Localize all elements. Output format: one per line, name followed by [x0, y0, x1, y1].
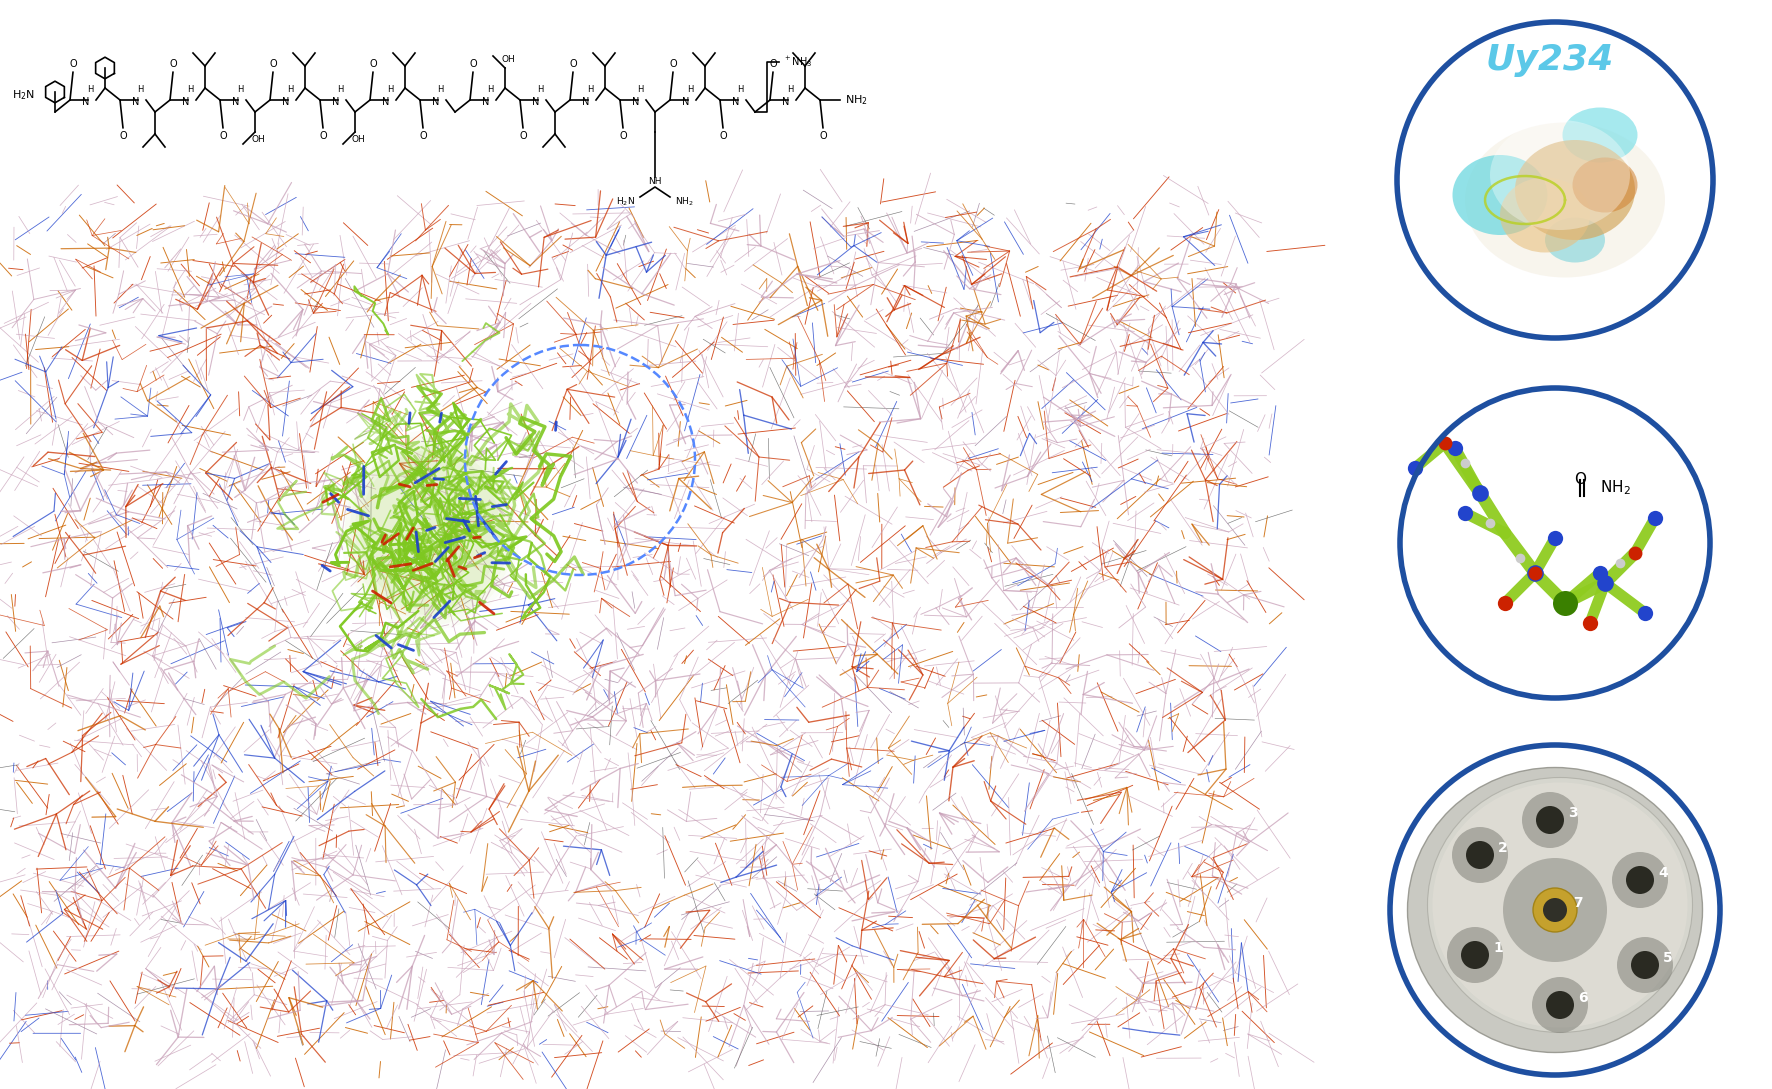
Ellipse shape: [1465, 122, 1666, 278]
Text: O: O: [369, 59, 377, 69]
Ellipse shape: [1432, 783, 1687, 1028]
Circle shape: [1389, 745, 1721, 1075]
Text: N: N: [781, 97, 790, 107]
Text: 2: 2: [1497, 841, 1508, 855]
Text: N: N: [133, 97, 140, 107]
Text: $\mathregular{H_2N}$: $\mathregular{H_2N}$: [12, 88, 35, 102]
Text: H: H: [237, 86, 243, 95]
Circle shape: [1503, 858, 1607, 962]
Text: 1: 1: [1494, 941, 1503, 955]
Text: O: O: [769, 59, 776, 69]
Text: $\mathregular{NH_2}$: $\mathregular{NH_2}$: [1600, 479, 1630, 498]
Ellipse shape: [1453, 155, 1547, 235]
Circle shape: [1465, 841, 1494, 869]
Circle shape: [1545, 991, 1574, 1019]
Text: H: H: [287, 86, 292, 95]
Circle shape: [1533, 977, 1588, 1033]
Text: O: O: [819, 131, 828, 140]
Text: H: H: [438, 86, 443, 95]
Circle shape: [1460, 941, 1488, 969]
Circle shape: [1400, 388, 1710, 698]
Text: 4: 4: [1659, 866, 1667, 880]
Circle shape: [1536, 806, 1565, 834]
Text: H: H: [688, 86, 693, 95]
Ellipse shape: [1572, 158, 1637, 212]
Text: N: N: [282, 97, 289, 107]
Circle shape: [1627, 866, 1653, 894]
Text: H: H: [337, 86, 344, 95]
Text: O: O: [719, 131, 727, 140]
Text: 7: 7: [1574, 896, 1582, 910]
Text: N: N: [333, 97, 340, 107]
Text: O: O: [618, 131, 627, 140]
Text: O: O: [69, 59, 76, 69]
Text: N: N: [482, 97, 489, 107]
Text: O: O: [670, 59, 677, 69]
Ellipse shape: [1407, 768, 1703, 1052]
Text: H: H: [787, 86, 794, 95]
Text: H: H: [487, 86, 493, 95]
Text: O: O: [168, 59, 177, 69]
Text: H: H: [537, 86, 544, 95]
Text: 6: 6: [1579, 991, 1588, 1005]
Text: H: H: [587, 86, 594, 95]
Text: H: H: [136, 86, 144, 95]
Circle shape: [1618, 937, 1673, 993]
Text: O: O: [470, 59, 477, 69]
Text: $\mathregular{^+NH_3}$: $\mathregular{^+NH_3}$: [783, 54, 812, 70]
Text: O: O: [319, 131, 326, 140]
Text: N: N: [532, 97, 540, 107]
Text: NH: NH: [649, 178, 661, 186]
Circle shape: [1451, 827, 1508, 883]
Circle shape: [1396, 22, 1714, 338]
Text: N: N: [183, 97, 190, 107]
Text: $\mathregular{NH_2}$: $\mathregular{NH_2}$: [675, 196, 695, 208]
Text: O: O: [420, 131, 427, 140]
Text: Uy234: Uy234: [1487, 42, 1614, 77]
Ellipse shape: [1490, 120, 1630, 230]
Text: H: H: [636, 86, 643, 95]
Text: O: O: [220, 131, 227, 140]
Text: OH: OH: [351, 135, 365, 145]
Text: $\mathregular{NH_2}$: $\mathregular{NH_2}$: [845, 93, 868, 107]
Circle shape: [1543, 898, 1566, 922]
Text: O: O: [119, 131, 128, 140]
Text: O: O: [269, 59, 276, 69]
Text: OH: OH: [252, 135, 264, 145]
Text: OH: OH: [501, 56, 516, 64]
Text: H: H: [186, 86, 193, 95]
Circle shape: [1613, 852, 1667, 908]
Text: N: N: [232, 97, 239, 107]
Circle shape: [1533, 888, 1577, 932]
Text: 3: 3: [1568, 806, 1577, 820]
Text: N: N: [633, 97, 640, 107]
Text: H: H: [386, 86, 393, 95]
Ellipse shape: [1545, 218, 1605, 262]
Ellipse shape: [1428, 778, 1692, 1032]
Ellipse shape: [351, 440, 510, 620]
Text: 5: 5: [1662, 951, 1673, 965]
Ellipse shape: [354, 445, 505, 615]
Text: O: O: [519, 131, 526, 140]
Text: O: O: [569, 59, 578, 69]
Text: N: N: [583, 97, 590, 107]
Ellipse shape: [1515, 140, 1636, 240]
Text: N: N: [682, 97, 689, 107]
Text: H: H: [737, 86, 742, 95]
Text: N: N: [732, 97, 739, 107]
Text: N: N: [383, 97, 390, 107]
Ellipse shape: [1563, 108, 1637, 162]
Circle shape: [1630, 951, 1659, 979]
Ellipse shape: [360, 450, 500, 610]
Text: $\mathregular{H_2N}$: $\mathregular{H_2N}$: [617, 196, 634, 208]
Circle shape: [1448, 927, 1503, 983]
Circle shape: [1522, 792, 1579, 848]
Text: N: N: [82, 97, 90, 107]
Text: N: N: [432, 97, 439, 107]
Text: H: H: [87, 86, 94, 95]
Ellipse shape: [1501, 178, 1589, 253]
Text: O: O: [1574, 472, 1586, 487]
